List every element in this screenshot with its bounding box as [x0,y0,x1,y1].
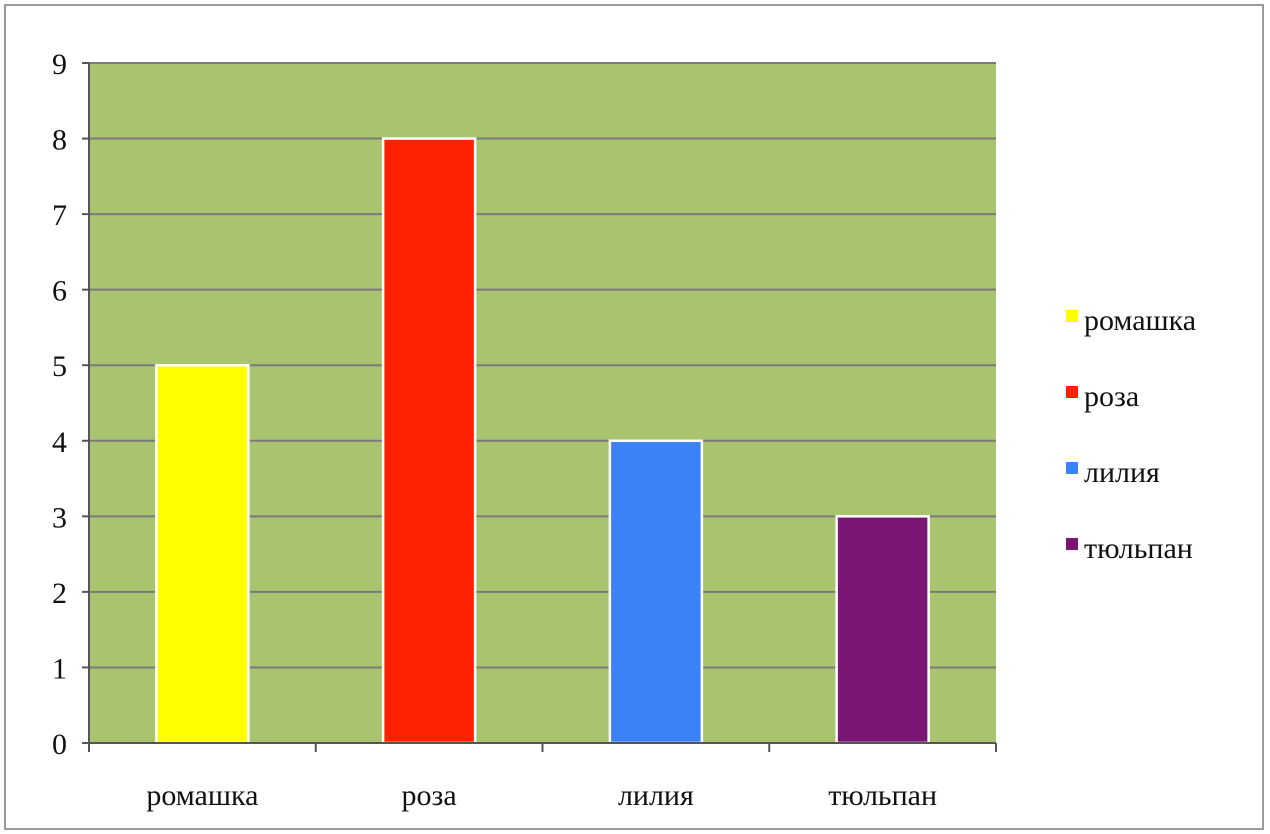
legend-label: ромашка [1084,304,1196,337]
y-tick-label: 8 [52,124,67,157]
x-axis-labels: ромашка роза лилия тюльпан [146,779,937,812]
x-category-label: тюльпан [828,779,937,812]
legend: ромашка роза лилия тюльпан [1066,304,1196,565]
y-tick-label: 4 [52,426,67,459]
legend-swatch [1066,386,1078,398]
bar-1 [155,363,250,745]
y-tick-label: 3 [52,501,67,534]
legend-swatch [1066,462,1078,474]
legend-swatch [1066,310,1078,322]
legend-label: роза [1084,380,1139,413]
y-tick-label: 1 [52,652,67,685]
legend-swatch [1066,538,1078,550]
bar-2 [381,137,477,745]
y-tick-label: 2 [52,577,67,610]
bars [155,137,930,745]
y-tick-label: 0 [52,728,67,761]
y-tick-label: 9 [52,48,67,81]
y-axis-ticks: 0 1 2 3 4 5 6 7 8 9 [52,48,89,761]
bar-4 [835,515,930,745]
x-category-label: лилия [618,779,694,812]
y-tick-label: 6 [52,275,67,308]
legend-label: лилия [1084,456,1160,489]
x-category-label: ромашка [146,779,258,812]
y-tick-label: 5 [52,350,67,383]
chart-frame: 0 1 2 3 4 5 6 7 8 9 ромашка роза лилия тюльпан ромаш… [4,4,1264,830]
legend-label: тюльпан [1084,532,1193,565]
axes [88,63,997,752]
y-tick-label: 7 [52,199,67,232]
x-category-label: роза [402,779,457,812]
bar-chart: 0 1 2 3 4 5 6 7 8 9 ромашка роза лилия тюльпан ромаш… [52,48,1196,812]
bar-3 [608,439,704,745]
